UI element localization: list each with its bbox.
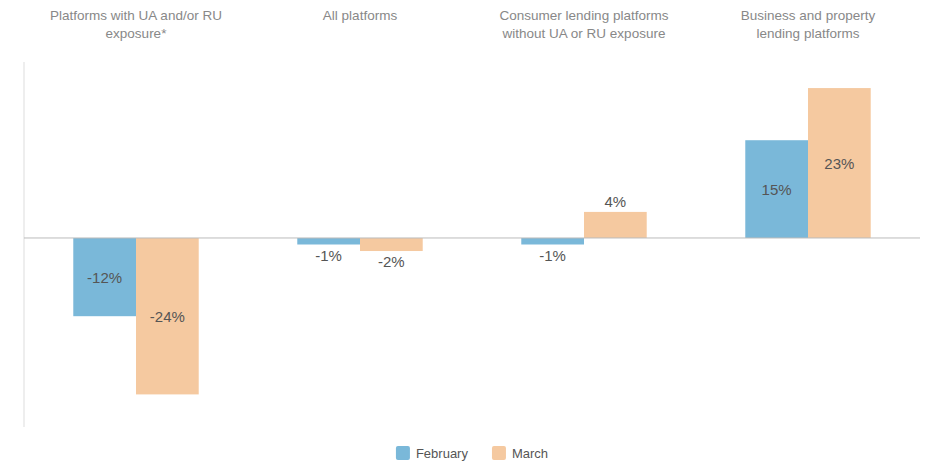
category-label: All platforms [323,8,398,23]
bar [584,212,647,238]
legend-swatch [492,446,506,460]
data-label: -1% [539,247,566,264]
bars [73,88,870,394]
category-label: Business and propertylending platforms [741,8,876,41]
data-label: -2% [378,253,405,270]
bar [521,238,584,245]
zero-line [24,237,920,238]
data-label: 15% [762,181,792,198]
bar [808,88,871,238]
chart: -12% -1% -1% 15% -24% -2% 4% 23% Platforms with … [0,0,944,473]
data-label: -1% [315,247,342,264]
background [0,0,944,473]
data-label: 4% [605,193,627,210]
legend-item: March [492,446,548,461]
data-label: -12% [87,269,122,286]
bar [745,140,808,238]
legend-label: February [416,446,469,461]
y-axis-line [24,62,25,427]
bar [297,238,360,245]
category-label: Consumer lending platformswithout UA or … [500,8,669,41]
data-label: -24% [150,308,185,325]
legend: February March [396,446,548,461]
bar [136,238,199,394]
bar [360,238,423,251]
legend-label: March [512,446,548,461]
legend-item: February [396,446,469,461]
legend-swatch [396,446,410,460]
data-label: 23% [824,155,854,172]
chart-container: -12% -1% -1% 15% -24% -2% 4% 23% Platforms with … [0,0,944,473]
bar [73,238,136,316]
category-label: Platforms with UA and/or RUexposure* [50,8,222,41]
